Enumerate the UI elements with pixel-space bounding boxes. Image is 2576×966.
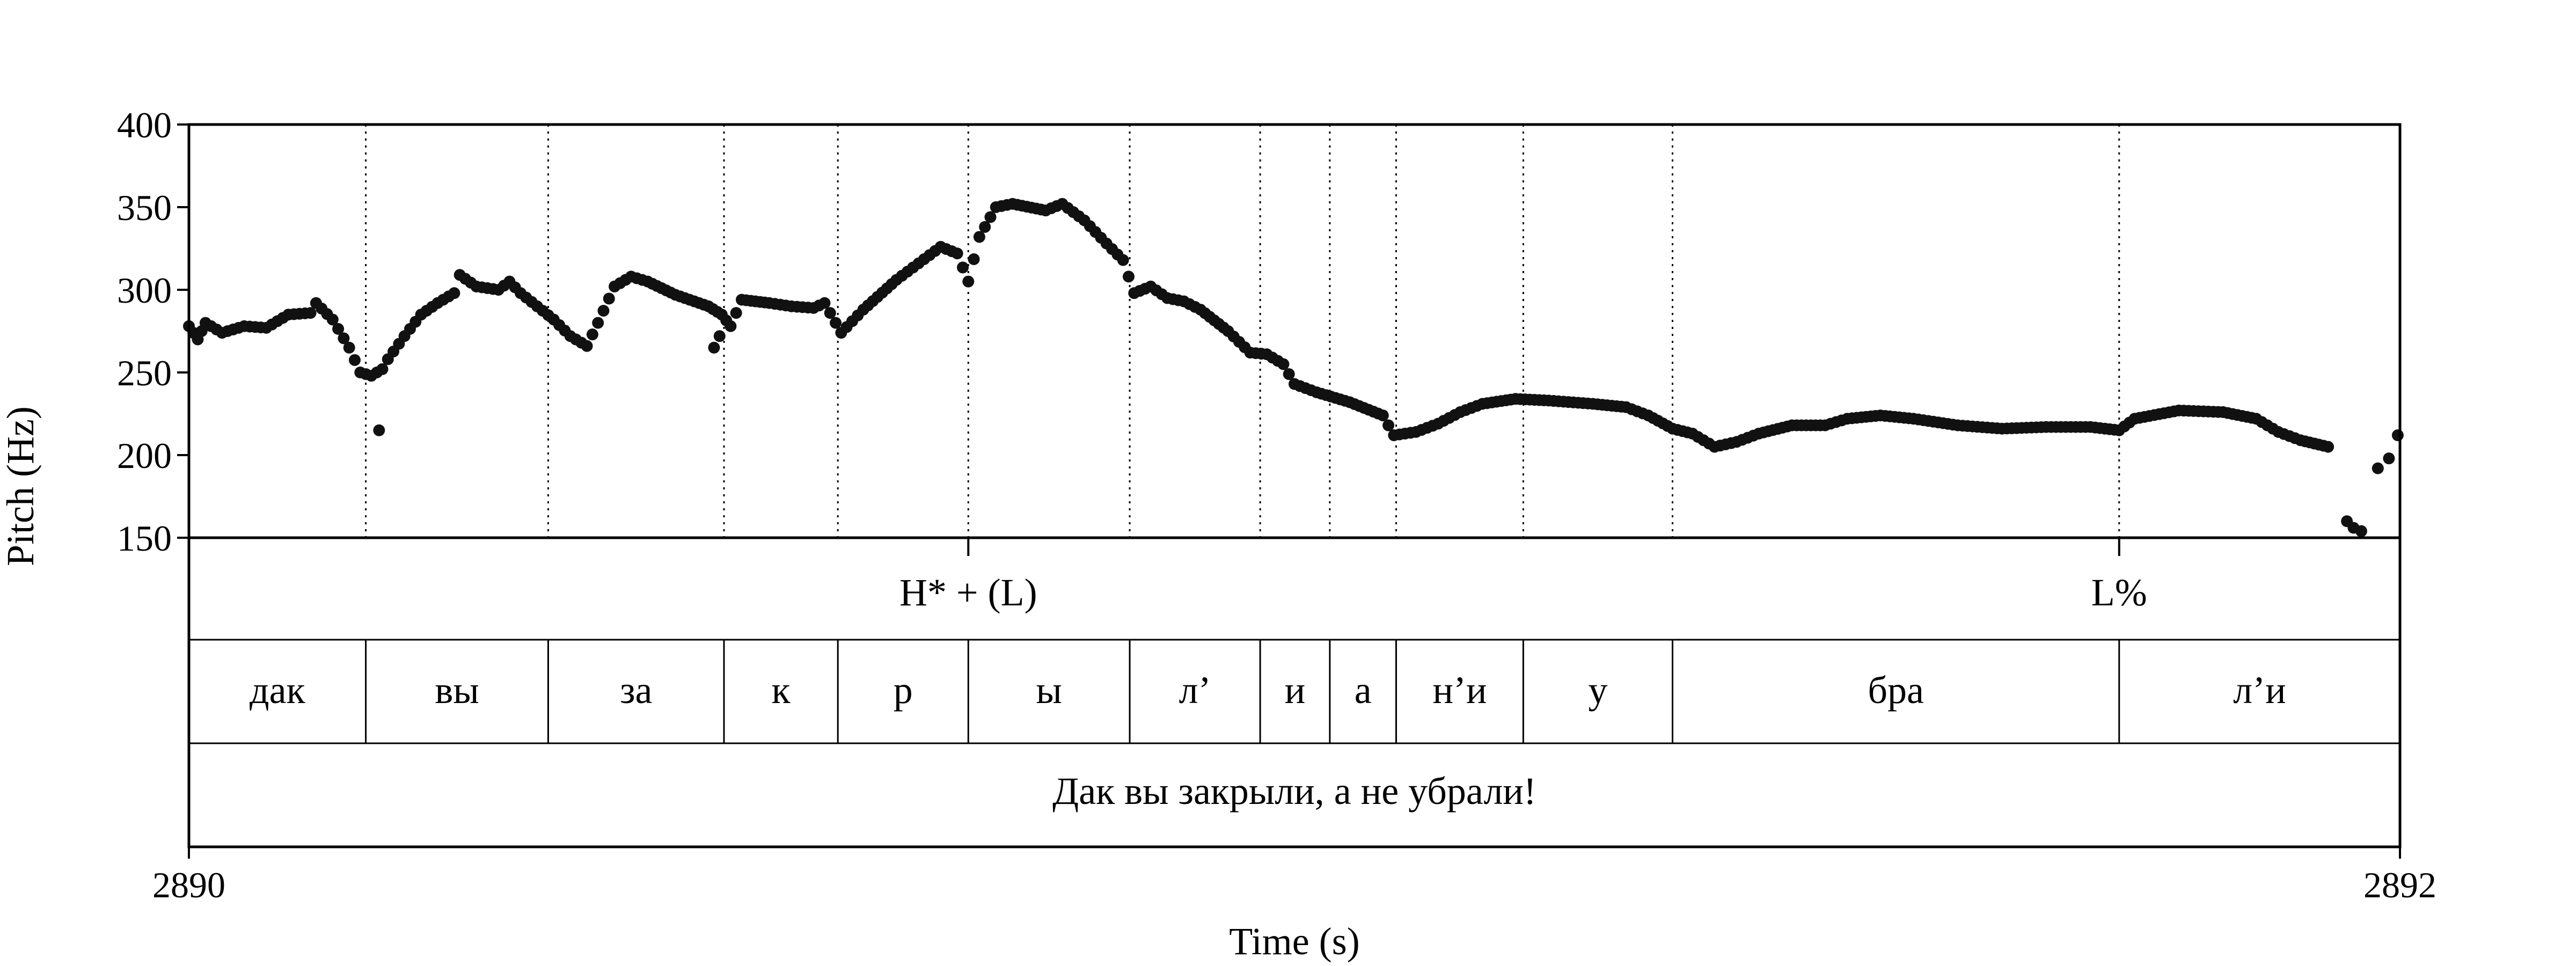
pitch-point <box>1382 419 1395 431</box>
tone-label: L% <box>2091 571 2147 614</box>
boundary-lines <box>365 125 2120 538</box>
pitch-point <box>730 307 742 319</box>
pitch-point <box>2383 452 2395 465</box>
pitch-point <box>2322 441 2334 453</box>
plot-frame <box>187 123 2402 848</box>
pitch-point <box>824 307 836 319</box>
pitch-point <box>830 317 842 329</box>
syllable-label: дак <box>250 669 306 712</box>
syllable-tier: дак вы за к р ы л’ и а н’и у бра л’и <box>250 640 2286 743</box>
syllable-label: л’и <box>2233 669 2286 712</box>
pitch-point <box>373 424 385 436</box>
syllable-label: н’и <box>1432 669 1487 712</box>
y-tick-label: 350 <box>117 187 172 228</box>
pitch-point <box>586 328 598 341</box>
pitch-point <box>2391 429 2404 442</box>
pitch-point <box>581 340 593 352</box>
x-axis-label: Time (s) <box>1229 920 1359 963</box>
pitch-point <box>984 211 997 223</box>
syllable-label: к <box>772 669 791 712</box>
pitch-point <box>376 363 389 375</box>
syllable-label: у <box>1588 669 1607 712</box>
x-tick-labels: 2890 2892 <box>152 847 2436 905</box>
syllable-label: бра <box>1868 669 1924 712</box>
y-tick-labels: 400 350 300 250 200 150 <box>117 105 189 559</box>
syllable-label: и <box>1285 669 1306 712</box>
x-tick-label: 2892 <box>2363 865 2436 905</box>
pitch-point <box>592 317 604 329</box>
tone-tier: H* + (L) L% <box>899 538 2147 614</box>
tone-label: H* + (L) <box>899 571 1037 614</box>
syllable-label: за <box>620 669 652 712</box>
outer-frame <box>187 123 2402 848</box>
pitch-point <box>957 261 969 274</box>
syllable-label: р <box>894 669 913 712</box>
pitch-point <box>1117 254 1129 266</box>
pitch-point <box>603 292 615 305</box>
pitch-point <box>304 307 317 319</box>
pitch-point <box>2355 525 2367 537</box>
pitch-point <box>979 221 991 233</box>
pitch-point <box>332 323 345 335</box>
pitch-point <box>968 253 980 266</box>
y-axis-label: Pitch (Hz) <box>0 406 42 566</box>
pitch-point <box>2372 462 2384 474</box>
pitch-point <box>1123 270 1135 283</box>
y-tick-label: 300 <box>117 270 172 311</box>
y-tick-label: 250 <box>117 353 172 393</box>
pitch-point <box>597 305 610 317</box>
pitch-point <box>951 247 963 260</box>
pitch-point <box>973 231 985 243</box>
pitch-point <box>349 354 361 366</box>
pitch-point <box>962 275 975 288</box>
pitch-point <box>713 330 726 342</box>
pitch-point <box>818 297 831 309</box>
syllable-label: вы <box>435 669 479 712</box>
sentence-label: Дак вы закрыли, а не убрали! <box>1052 770 1536 813</box>
syllable-label: л’ <box>1179 669 1211 712</box>
pitch-point <box>343 341 355 354</box>
x-tick-label: 2890 <box>152 865 225 905</box>
pitch-point <box>1377 409 1389 422</box>
pitch-point <box>708 341 720 354</box>
pitch-point <box>326 313 339 326</box>
y-tick-label: 150 <box>117 518 172 559</box>
pitch-points <box>183 197 2404 537</box>
pitch-point <box>338 332 350 345</box>
syllable-label: а <box>1355 669 1372 712</box>
pitch-point <box>1283 368 1295 380</box>
y-tick-label: 200 <box>117 435 172 476</box>
syllable-label: ы <box>1036 669 1062 712</box>
pitch-point <box>448 287 460 299</box>
pitch-point <box>1277 358 1290 370</box>
y-tick-label: 400 <box>117 105 172 145</box>
pitch-point <box>724 320 737 332</box>
